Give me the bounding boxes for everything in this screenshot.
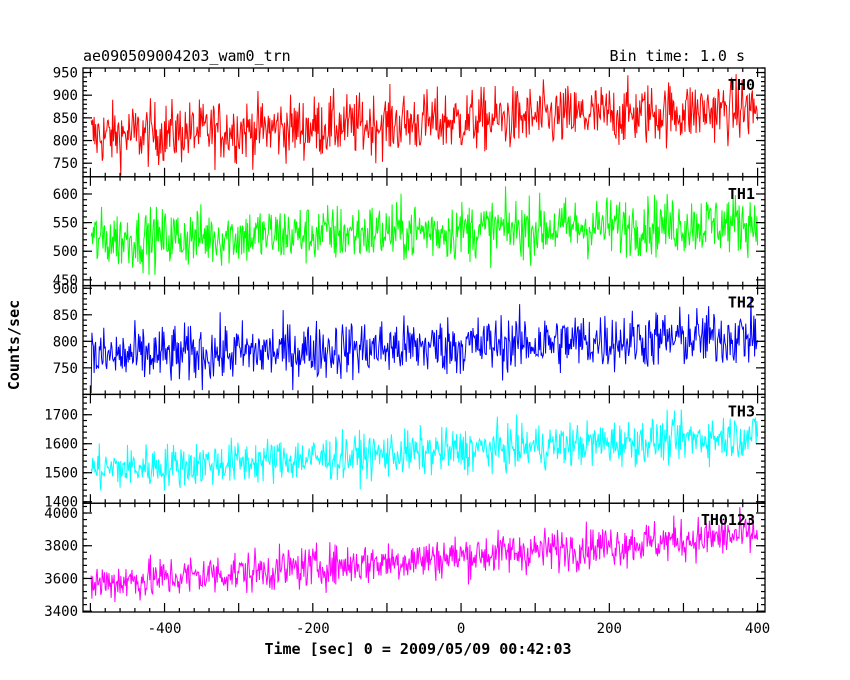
y-tick-label: 1700 (44, 408, 78, 424)
x-tick-label: 200 (597, 621, 622, 637)
x-axis: -400 -200 0 200 400 (148, 621, 771, 637)
series-label-th1: TH1 (728, 185, 755, 203)
series-label-th2: TH2 (728, 294, 755, 312)
bin-time-label: Bin time: 1.0 s (610, 47, 745, 65)
panels: 750 800 850 900 950 TH0 450 500 550 600 TH1 750 800 8… (44, 66, 766, 620)
series-label-th3: TH3 (728, 402, 755, 420)
y-tick-label: 3400 (44, 604, 78, 620)
x-tick-label: 400 (745, 621, 770, 637)
panel-th0: 750 800 850 900 950 TH0 (53, 66, 766, 178)
y-tick-label: 750 (53, 156, 78, 172)
panel-frame (82, 502, 766, 613)
x-tick-label: -200 (296, 621, 330, 637)
x-tick-label: -400 (148, 621, 182, 637)
series-line-th1 (90, 186, 759, 275)
y-tick-label: 1500 (44, 466, 78, 482)
x-tick-label: 0 (457, 621, 465, 637)
y-tick-label: 3800 (44, 539, 78, 555)
panel-th1: 450 500 550 600 TH1 (53, 176, 766, 289)
chart-title: ae090509004203_wam0_trn (83, 47, 291, 65)
panel-th3: 1400 1500 1600 1700 TH3 (44, 393, 766, 511)
y-axis-label: Counts/sec (5, 300, 23, 390)
series-line-th2 (90, 298, 759, 394)
y-tick-label: 1600 (44, 437, 78, 453)
y-tick-label: 500 (53, 244, 78, 260)
y-tick-label: 850 (53, 308, 78, 324)
panel-th2: 750 800 850 900 TH2 (53, 281, 766, 396)
x-axis-label: Time [sec] 0 = 2009/05/09 00:42:03 (264, 640, 571, 658)
y-tick-label: 450 (53, 273, 78, 289)
panel-frame (82, 393, 766, 504)
y-tick-label: 1400 (44, 495, 78, 511)
series-line-th0123 (90, 507, 759, 602)
y-tick-label: 550 (53, 216, 78, 232)
y-tick-label: 850 (53, 111, 78, 127)
series-label-th0: TH0 (728, 76, 755, 94)
y-tick-label: 3600 (44, 571, 78, 587)
series-label-th0123: TH0123 (701, 511, 755, 529)
panel-th0123: 3400 3600 3800 4000 TH0123 (44, 502, 766, 620)
y-tick-label: 900 (53, 88, 78, 104)
y-tick-label: 900 (53, 281, 78, 297)
series-line-th3 (90, 409, 759, 491)
series-line-th0 (90, 74, 759, 176)
y-tick-label: 750 (53, 361, 78, 377)
y-tick-label: 800 (53, 334, 78, 350)
y-tick-label: 800 (53, 134, 78, 150)
y-tick-label: 4000 (44, 506, 78, 522)
y-tick-label: 600 (53, 187, 78, 203)
y-tick-label: 950 (53, 66, 78, 82)
